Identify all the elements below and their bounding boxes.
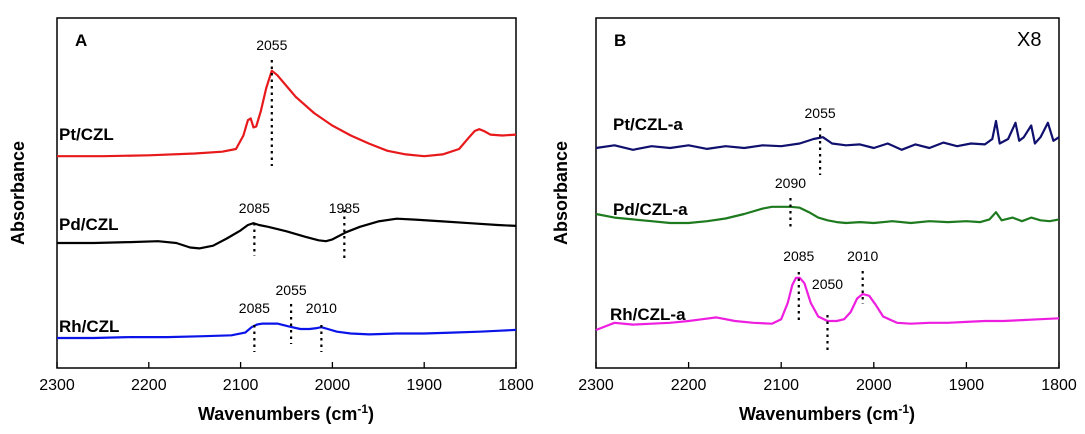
peak-label: 2085 — [239, 200, 270, 216]
y-axis-title-a: Absorbance — [8, 141, 28, 245]
sample-label: Pt/CZL-a — [613, 115, 683, 134]
peak-label: 2055 — [805, 105, 836, 121]
sample-label: Pd/CZL-a — [613, 200, 688, 219]
annotations-a: 2055 2085 1985 2085 2055 2010 — [239, 37, 360, 352]
x-tick-label: 1900 — [406, 377, 442, 394]
series-group-a — [57, 69, 517, 340]
series-group-b — [595, 119, 1060, 332]
x-tick-label: 2300 — [39, 377, 75, 394]
x-tick-label: 2000 — [856, 377, 892, 394]
x-tick-label: 2300 — [578, 377, 614, 394]
sample-label: Rh/CZL — [59, 317, 119, 336]
peak-label: 2055 — [256, 37, 287, 53]
plot-frame-b — [595, 17, 1060, 369]
scale-factor-label: X8 — [1017, 29, 1041, 51]
sample-labels-a: Pt/CZL Pd/CZL Rh/CZL — [59, 125, 119, 336]
x-tick-label: 2000 — [315, 377, 351, 394]
sample-labels-b: Pt/CZL-a Pd/CZL-a Rh/CZL-a — [610, 115, 688, 324]
peak-label: 2010 — [306, 300, 337, 316]
sample-label: Pd/CZL — [59, 215, 119, 234]
x-ticks-b: 2300 2200 2100 2000 1900 1800 — [578, 362, 1077, 394]
sample-label: Pt/CZL — [59, 125, 114, 144]
series-line-pt-czl-a — [595, 119, 1060, 151]
series-line-pd-czl — [57, 217, 517, 250]
peak-label: 2050 — [812, 276, 843, 292]
x-axis-title-b: Wavenumbers (cm-1) — [739, 402, 915, 424]
panel-b: B X8 Absorbance Wavenumbers (cm-1) 2300 2… — [551, 17, 1077, 424]
x-tick-label: 1800 — [1041, 377, 1077, 394]
plot-frame-a — [56, 17, 517, 369]
series-line-pt-czl — [57, 69, 517, 158]
peak-label: 1985 — [329, 200, 360, 216]
x-tick-label: 2200 — [131, 377, 167, 394]
series-line-rh-czl-a — [595, 276, 1060, 332]
series-line-pd-czl-a — [595, 205, 1060, 225]
peak-label: 2085 — [239, 300, 270, 316]
x-tick-label: 1800 — [498, 377, 534, 394]
x-tick-label: 2100 — [223, 377, 259, 394]
panel-a: A Absorbance Wavenumbers (cm-1) 2300 2200… — [8, 17, 534, 424]
peak-label: 2055 — [276, 282, 307, 298]
panel-label-a: A — [75, 31, 87, 50]
y-axis-title-b: Absorbance — [551, 141, 571, 245]
peak-label: 2085 — [783, 248, 814, 264]
series-line-rh-czl — [57, 322, 517, 340]
sample-label: Rh/CZL-a — [610, 305, 686, 324]
peak-label: 2010 — [847, 248, 878, 264]
x-tick-label: 2200 — [671, 377, 707, 394]
peak-label: 2090 — [775, 175, 806, 191]
x-ticks-a: 2300 2200 2100 2000 1900 1800 — [39, 362, 534, 394]
panel-label-b: B — [614, 31, 626, 50]
x-tick-label: 2100 — [763, 377, 799, 394]
x-axis-title-a: Wavenumbers (cm-1) — [198, 402, 374, 424]
x-tick-label: 1900 — [949, 377, 985, 394]
